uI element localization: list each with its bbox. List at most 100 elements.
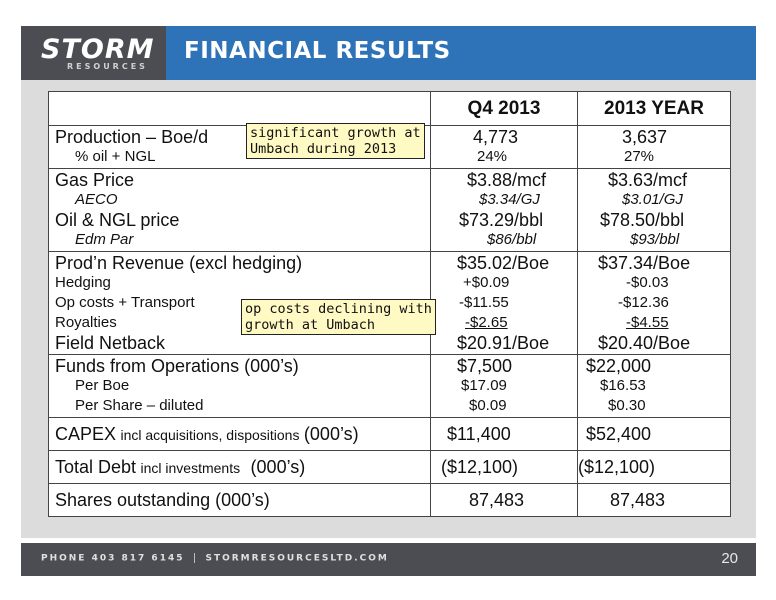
per-share-q4: $0.09 (469, 397, 507, 414)
prodn-revenue-year: $37.34/Boe (598, 253, 691, 273)
per-boe-year: $16.53 (600, 377, 646, 394)
table-row-funds: Funds from Operations (000’s) Per Boe Pe… (48, 354, 731, 418)
prodn-revenue-label: Prod’n Revenue (excl hedging) (55, 253, 303, 273)
gas-price-label: Gas Price (55, 170, 135, 190)
footer-website: STORMRESOURCESLTD.COM (205, 553, 389, 564)
callout-opcost: op costs declining with growth at Umbach (241, 299, 436, 335)
capex-label: CAPEX (55, 423, 117, 444)
field-netback-q4: $20.91/Boe (457, 333, 550, 353)
header-2013-year: 2013 YEAR (577, 91, 731, 126)
netback-q4-cell: $35.02/Boe +$0.09 -$11.55 -$2.65 $20.91/… (430, 251, 578, 355)
op-costs-year: -$12.36 (618, 294, 669, 311)
shares-outstanding-q4: 87,483 (469, 490, 525, 510)
op-costs-q4: -$11.55 (459, 294, 509, 311)
callout-opcost-line-2: growth at Umbach (245, 317, 376, 333)
debt-q4-cell: ($12,100) (430, 450, 578, 484)
edm-par-q4: $86/bbl (487, 231, 537, 248)
royalties-year: -$4.55 (626, 314, 669, 331)
oil-ngl-pct-q4: 24% (477, 148, 508, 165)
funds-from-ops-label: Funds from Operations (000’s) (55, 356, 299, 376)
table-row-debt: Total Debt incl investments (000’s) ($12… (48, 450, 731, 484)
per-boe-label: Per Boe (75, 377, 130, 394)
edm-par-year: $93/bbl (630, 231, 680, 248)
capex-label-small: incl acquisitions, dispositions (120, 426, 300, 443)
production-year: 3,637 (622, 127, 668, 147)
funds-from-ops-year: $22,000 (586, 356, 652, 376)
table-header-row: Q4 2013 2013 YEAR (48, 91, 731, 126)
table-row-prices: Gas Price AECO Oil & NGL price Edm Par $… (48, 168, 731, 252)
page-title: FINANCIAL RESULTS (184, 38, 451, 64)
oil-ngl-pct-year: 27% (624, 148, 655, 165)
callout-growth-line-1: significant growth at (250, 125, 421, 141)
funds-q4-cell: $7,500 $17.09 $0.09 (430, 354, 578, 418)
header-q4-2013: Q4 2013 (430, 91, 578, 126)
capex-year: $52,400 (586, 424, 652, 444)
gas-price-year: $3.63/mcf (608, 170, 688, 190)
production-q4-cell: 4,773 24% (430, 125, 578, 169)
storm-logo: STORM RESOURCES (21, 26, 166, 80)
logo-subtext: RESOURCES (67, 62, 148, 71)
footer-phone: PHONE 403 817 6145 (41, 553, 185, 564)
table-row-shares: Shares outstanding (000’s) 87,483 87,483 (48, 483, 731, 517)
aeco-label: AECO (75, 191, 118, 208)
field-netback-year: $20.40/Boe (598, 333, 691, 353)
header-blank-cell (48, 91, 431, 126)
slide-footer: PHONE 403 817 6145 STORMRESOURCESLTD.COM … (21, 543, 756, 576)
aeco-q4: $3.34/GJ (479, 191, 540, 208)
oil-ngl-pct-label: % oil + NGL (75, 148, 156, 165)
netback-year-cell: $37.34/Boe -$0.03 -$12.36 -$4.55 $20.40/… (577, 251, 731, 355)
shares-q4-cell: 87,483 (430, 483, 578, 517)
royalties-label: Royalties (55, 314, 117, 331)
production-label: Production – Boe/d (55, 127, 209, 147)
oil-ngl-price-year: $78.50/bbl (600, 210, 685, 230)
logo-wordmark: STORM (41, 34, 155, 65)
capex-label-suffix: (000’s) (303, 423, 359, 444)
prices-label-cell: Gas Price AECO Oil & NGL price Edm Par (48, 168, 431, 252)
debt-year-cell: ($12,100) (577, 450, 731, 484)
callout-growth: significant growth at Umbach during 2013 (246, 123, 425, 159)
oil-ngl-price-q4: $73.29/bbl (459, 210, 544, 230)
royalties-year-wrap: -$4.55 (578, 313, 730, 333)
production-year-cell: 3,637 27% (577, 125, 731, 169)
capex-q4: $11,400 (447, 424, 511, 444)
capex-label-cell: CAPEX incl acquisitions, dispositions (0… (48, 417, 431, 451)
shares-year-cell: 87,483 (577, 483, 731, 517)
hedging-label: Hedging (55, 274, 111, 291)
funds-year-cell: $22,000 $16.53 $0.30 (577, 354, 731, 418)
oil-ngl-price-label: Oil & NGL price (55, 210, 180, 230)
per-share-year: $0.30 (608, 397, 646, 414)
prodn-revenue-q4: $35.02/Boe (457, 253, 550, 273)
prices-year-cell: $3.63/mcf $3.01/GJ $78.50/bbl $93/bbl (577, 168, 731, 252)
funds-label-cell: Funds from Operations (000’s) Per Boe Pe… (48, 354, 431, 418)
aeco-year: $3.01/GJ (622, 191, 683, 208)
footer-contact: PHONE 403 817 6145 STORMRESOURCESLTD.COM (41, 553, 389, 564)
slide-header: STORM RESOURCES FINANCIAL RESULTS (21, 26, 756, 80)
royalties-q4-wrap: -$2.65 (431, 313, 577, 333)
per-boe-q4: $17.09 (461, 377, 507, 394)
prices-q4-cell: $3.88/mcf $3.34/GJ $73.29/bbl $86/bbl (430, 168, 578, 252)
hedging-q4: +$0.09 (463, 274, 510, 291)
funds-from-ops-q4: $7,500 (457, 356, 513, 376)
footer-divider (194, 553, 196, 563)
table-row-capex: CAPEX incl acquisitions, dispositions (0… (48, 417, 731, 451)
total-debt-label-small: incl investments (140, 459, 241, 476)
page-number: 20 (721, 550, 738, 567)
capex-year-cell: $52,400 (577, 417, 731, 451)
royalties-q4: -$2.65 (465, 314, 508, 331)
op-costs-label: Op costs + Transport (55, 294, 195, 311)
callout-opcost-line-1: op costs declining with (245, 301, 432, 317)
total-debt-year: ($12,100) (578, 457, 656, 477)
capex-q4-cell: $11,400 (430, 417, 578, 451)
shares-outstanding-year: 87,483 (610, 490, 666, 510)
hedging-year: -$0.03 (626, 274, 669, 291)
production-q4: 4,773 (473, 127, 519, 147)
debt-label-cell: Total Debt incl investments (000’s) (48, 450, 431, 484)
total-debt-q4: ($12,100) (441, 457, 519, 477)
shares-outstanding-label: Shares outstanding (000’s) (55, 490, 270, 510)
total-debt-label-suffix: (000’s) (250, 456, 306, 477)
field-netback-label: Field Netback (55, 333, 166, 353)
shares-label-cell: Shares outstanding (000’s) (48, 483, 431, 517)
gas-price-q4: $3.88/mcf (467, 170, 547, 190)
edm-par-label: Edm Par (75, 231, 134, 248)
callout-growth-line-2: Umbach during 2013 (250, 141, 397, 157)
